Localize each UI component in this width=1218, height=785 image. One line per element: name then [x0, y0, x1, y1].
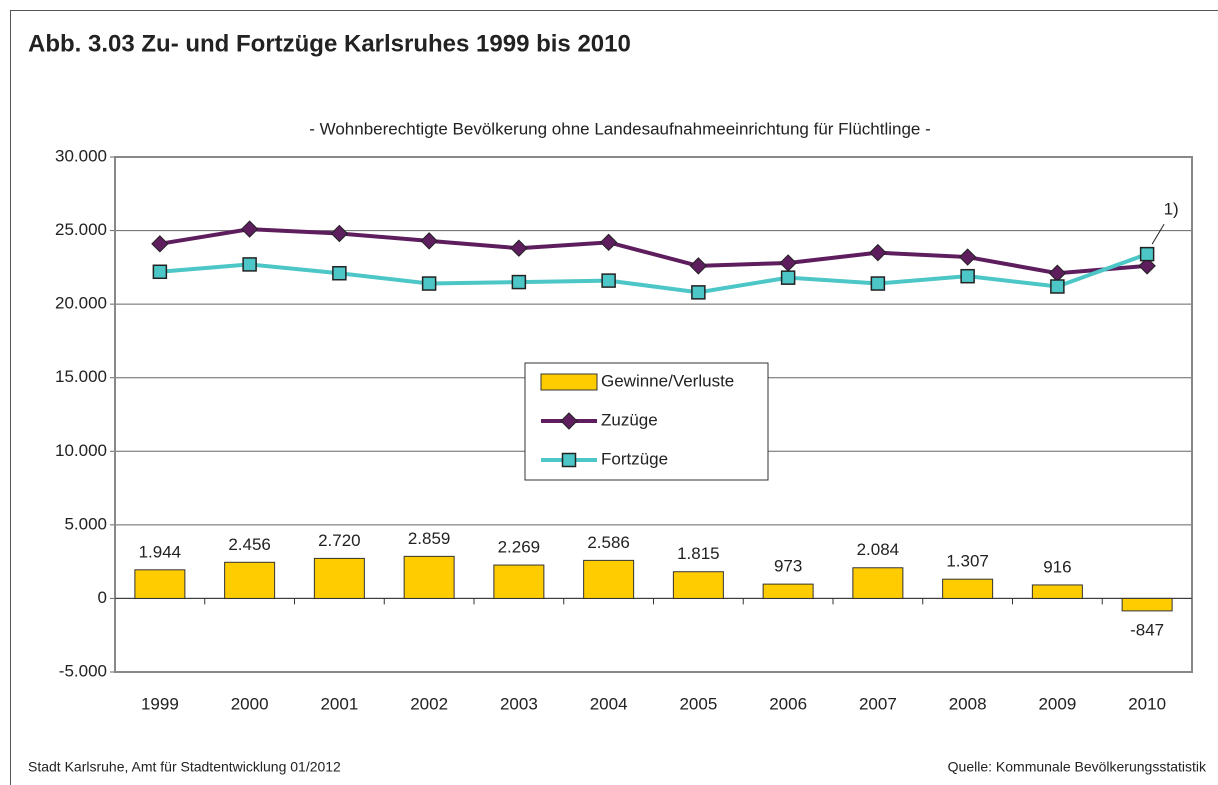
y-tick-label: 30.000	[55, 146, 107, 165]
marker	[330, 224, 349, 243]
annotation-leader	[1151, 223, 1165, 245]
marker	[421, 276, 437, 291]
marker	[152, 264, 168, 280]
chart-title: Abb. 3.03 Zu- und Fortzüge Karlsruhes 19…	[28, 30, 631, 57]
marker	[1138, 257, 1156, 275]
value-label: 2.084	[857, 540, 900, 559]
line	[159, 227, 1148, 276]
bar	[493, 564, 545, 599]
x-tick-label: 2008	[949, 694, 987, 713]
marker	[420, 232, 438, 250]
marker	[242, 257, 257, 272]
legend-label: Gewinne/Verluste	[601, 371, 734, 390]
chart-subtitle: - Wohnberechtigte Bevölkerung ohne Lande…	[309, 119, 931, 138]
bar	[134, 569, 186, 599]
marker	[599, 233, 618, 252]
value-label: 2.456	[228, 535, 271, 554]
frame	[10, 10, 1218, 785]
value-label: 973	[774, 557, 802, 576]
x-tick-label: 2007	[859, 694, 897, 713]
marker	[240, 220, 259, 238]
bar	[1121, 597, 1173, 612]
marker	[332, 265, 347, 281]
marker	[510, 239, 528, 257]
legend-swatch	[540, 373, 598, 391]
marker	[1048, 264, 1067, 282]
legend-label: Zuzüge	[601, 410, 658, 429]
marker	[779, 254, 797, 272]
marker	[1139, 246, 1155, 262]
marker	[958, 248, 977, 266]
value-label: 2.586	[587, 533, 630, 552]
x-tick-label: 2010	[1128, 694, 1166, 713]
marker	[869, 243, 887, 262]
x-tick-label: 2009	[1038, 694, 1076, 713]
value-label: -847	[1130, 620, 1164, 639]
marker	[689, 257, 708, 275]
bar	[313, 557, 365, 599]
marker	[601, 273, 616, 288]
bar	[583, 559, 635, 599]
bar	[762, 583, 814, 599]
value-label: 2.720	[318, 531, 361, 550]
footer-left: Stadt Karlsruhe, Amt für Stadtentwicklun…	[28, 759, 341, 775]
y-tick-label: -5.000	[59, 661, 107, 680]
bar	[403, 555, 455, 599]
y-tick-label: 10.000	[55, 441, 107, 460]
marker	[691, 285, 706, 300]
x-tick-label: 1999	[141, 694, 179, 713]
y-tick-label: 25.000	[55, 220, 107, 239]
legend-marker	[561, 452, 577, 468]
bar	[852, 567, 904, 599]
marker	[151, 235, 169, 253]
value-label: 1.815	[677, 544, 720, 563]
legend-label: Fortzüge	[601, 449, 668, 468]
marker	[870, 276, 886, 291]
marker	[1050, 279, 1065, 294]
x-tick-label: 2004	[590, 694, 628, 713]
y-tick-label: 5.000	[64, 514, 107, 533]
y-tick-label: 0	[98, 588, 107, 607]
y-tick-label: 15.000	[55, 367, 107, 386]
x-tick-label: 2001	[320, 694, 358, 713]
marker	[960, 268, 975, 284]
marker	[780, 270, 796, 285]
annotation: 1)	[1164, 200, 1179, 219]
bar	[224, 561, 276, 599]
legend-marker	[560, 412, 578, 430]
footer-right: Quelle: Kommunale Bevölkerungsstatistik	[948, 759, 1207, 775]
x-tick-label: 2000	[231, 694, 269, 713]
y-tick-label: 20.000	[55, 294, 107, 313]
value-label: 1.944	[139, 542, 182, 561]
value-label: 2.859	[408, 529, 451, 548]
bar	[672, 571, 724, 599]
value-label: 1.307	[946, 552, 989, 571]
x-tick-label: 2006	[769, 694, 807, 713]
marker	[511, 274, 527, 290]
bar	[942, 578, 994, 599]
x-tick-label: 2002	[410, 694, 448, 713]
value-label: 2.269	[498, 538, 541, 557]
x-tick-label: 2003	[500, 694, 538, 713]
bar	[1031, 584, 1083, 599]
line	[159, 252, 1148, 295]
value-label: 916	[1043, 557, 1071, 576]
plot-border	[114, 156, 1193, 673]
x-tick-label: 2005	[679, 694, 717, 713]
